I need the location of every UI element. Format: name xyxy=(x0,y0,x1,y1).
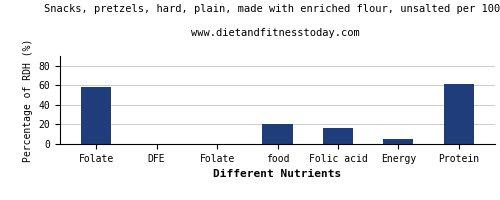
Bar xyxy=(383,139,414,144)
Bar xyxy=(262,124,292,144)
Text: Snacks, pretzels, hard, plain, made with enriched flour, unsalted per 100g: Snacks, pretzels, hard, plain, made with… xyxy=(44,4,500,14)
Y-axis label: Percentage of RDH (%): Percentage of RDH (%) xyxy=(23,38,33,162)
Bar xyxy=(444,84,474,144)
X-axis label: Different Nutrients: Different Nutrients xyxy=(214,169,342,179)
Bar xyxy=(323,128,353,144)
Bar xyxy=(81,87,112,144)
Text: www.dietandfitnesstoday.com: www.dietandfitnesstoday.com xyxy=(190,28,360,38)
